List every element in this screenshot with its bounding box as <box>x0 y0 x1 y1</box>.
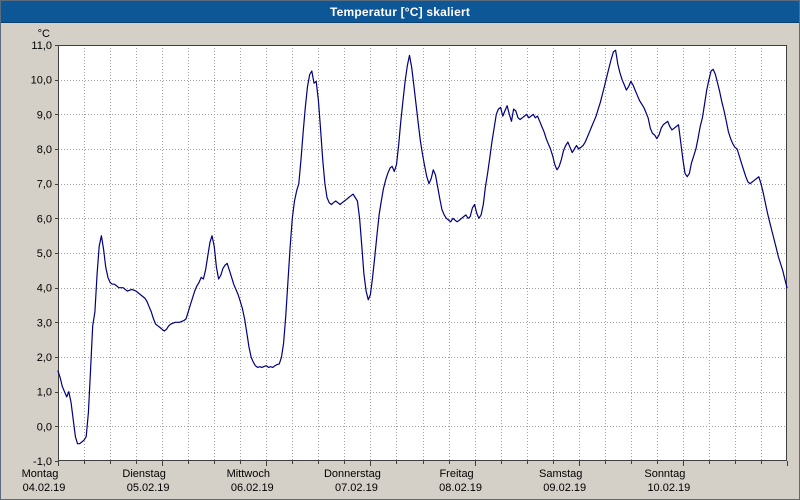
x-axis-day-label: Dienstag <box>122 468 165 480</box>
x-axis-date-label: 08.02.19 <box>439 482 482 494</box>
y-tick-label: -1,0 <box>33 456 52 468</box>
window-title: Temperatur [°C] skaliert <box>329 4 471 19</box>
x-axis-day-label: Donnerstag <box>324 468 381 480</box>
x-axis-day-label: Montag <box>22 468 59 480</box>
y-tick-label: 10,0 <box>31 75 52 87</box>
x-axis-date-label: 07.02.19 <box>335 482 378 494</box>
y-tick-label: 2,0 <box>37 352 52 364</box>
x-axis-date-label: 05.02.19 <box>127 482 170 494</box>
x-axis-day-label: Freitag <box>439 468 473 480</box>
y-tick-label: 0,0 <box>37 421 52 433</box>
chart-area: 11,0 10,0 9,0 8,0 7,0 6,0 5,0 4,0 3,0 2,0 1,0 0,0 -1… <box>1 23 799 499</box>
y-tick-label: 4,0 <box>37 283 52 295</box>
temperature-line-chart: 11,0 10,0 9,0 8,0 7,0 6,0 5,0 4,0 3,0 2,0 1,0 0,0 -1… <box>22 28 788 494</box>
y-axis-unit-label: °C <box>38 28 50 40</box>
x-axis-date-label: 06.02.19 <box>231 482 274 494</box>
temperature-series-line <box>57 49 788 445</box>
plot-background <box>58 45 787 461</box>
y-tick-label: 6,0 <box>37 213 52 225</box>
x-axis-date-label: 10.02.19 <box>647 482 690 494</box>
y-tick-label: 8,0 <box>37 144 52 156</box>
x-axis-date-label: 09.02.19 <box>543 482 586 494</box>
x-axis-date-label: 04.02.19 <box>23 482 66 494</box>
x-axis-day-label: Sonntag <box>644 468 685 480</box>
window-titlebar[interactable]: Temperatur [°C] skaliert <box>1 1 799 23</box>
y-tick-label: 11,0 <box>31 40 52 52</box>
plot-frame <box>58 45 787 461</box>
y-tick-label: 7,0 <box>37 179 52 191</box>
x-axis-day-label: Mittwoch <box>227 468 270 480</box>
y-tick-label: 9,0 <box>37 109 52 121</box>
y-tick-label: 5,0 <box>37 248 52 260</box>
y-tick-label: 1,0 <box>37 387 52 399</box>
x-axis-day-label: Samstag <box>539 468 582 480</box>
y-tick-label: 3,0 <box>37 317 52 329</box>
